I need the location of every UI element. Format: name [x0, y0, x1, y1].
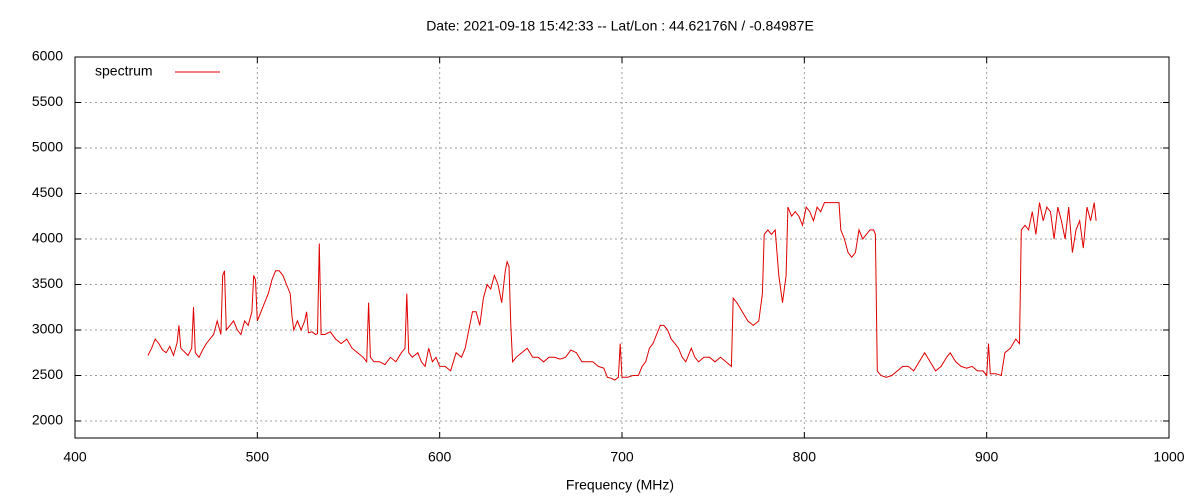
y-tick-label: 4500: [32, 184, 63, 200]
y-tick-label: 2500: [32, 366, 63, 382]
chart-title: Date: 2021-09-18 15:42:33 -- Lat/Lon : 4…: [426, 18, 814, 34]
x-tick-label: 1000: [1153, 449, 1184, 465]
y-tick-label: 3500: [32, 275, 63, 291]
y-tick-label: 4000: [32, 230, 63, 246]
spectrum-line: [147, 202, 1097, 381]
x-tick-label: 700: [610, 449, 634, 465]
x-axis-label: Frequency (MHz): [566, 477, 674, 493]
x-tick-label: 800: [793, 449, 817, 465]
legend-label: spectrum: [95, 63, 153, 79]
x-tick-label: 900: [975, 449, 999, 465]
x-tick-label: 500: [246, 449, 270, 465]
y-tick-label: 2000: [32, 412, 63, 428]
x-tick-label: 600: [428, 449, 452, 465]
y-tick-label: 5000: [32, 139, 63, 155]
y-tick-label: 6000: [32, 48, 63, 64]
y-tick-label: 3000: [32, 321, 63, 337]
x-tick-label: 400: [63, 449, 87, 465]
y-tick-label: 5500: [32, 93, 63, 109]
